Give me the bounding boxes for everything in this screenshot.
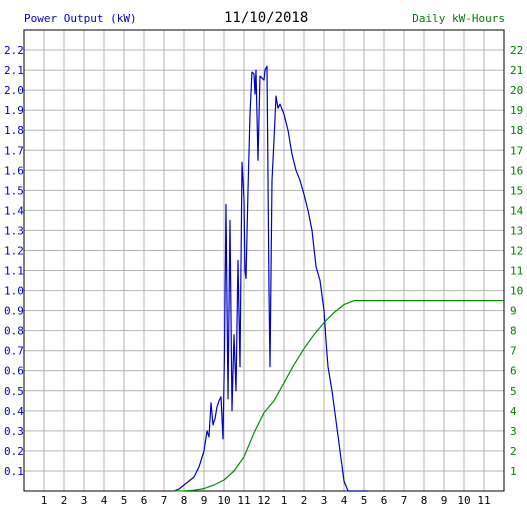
x-tick-label: 11: [237, 494, 250, 507]
x-tick-label: 5: [121, 494, 128, 507]
x-tick-label: 4: [341, 494, 348, 507]
x-tick-label: 7: [401, 494, 408, 507]
left-y-tick-label: 1.0: [4, 285, 24, 298]
x-tick-label: 1: [41, 494, 48, 507]
left-y-tick-label: 0.5: [4, 385, 24, 398]
left-y-tick-label: 0.1: [4, 465, 24, 478]
left-y-tick-label: 1.9: [4, 104, 24, 117]
plot-border: [23, 29, 505, 492]
x-tick-label: 8: [181, 494, 188, 507]
left-y-tick-label: 0.8: [4, 325, 24, 338]
x-tick-label: 2: [61, 494, 68, 507]
right-y-tick-label: 3: [510, 425, 517, 438]
left-y-tick-label: 1.5: [4, 184, 24, 197]
left-y-tick-label: 1.7: [4, 144, 24, 157]
right-axis-title: Daily kW-Hours: [412, 12, 505, 25]
left-y-tick-label: 1.4: [4, 204, 24, 217]
energy-series-line: [173, 300, 504, 492]
left-y-tick-label: 1.8: [4, 124, 24, 137]
right-y-tick-label: 18: [510, 124, 523, 137]
right-y-tick-label: 11: [510, 265, 523, 278]
x-tick-label: 10: [457, 494, 470, 507]
right-y-tick-label: 13: [510, 224, 523, 237]
left-y-tick-label: 0.2: [4, 445, 24, 458]
left-y-tick-label: 1.6: [4, 164, 24, 177]
right-y-tick-label: 8: [510, 325, 517, 338]
right-y-tick-label: 20: [510, 84, 523, 97]
right-y-tick-label: 9: [510, 305, 517, 318]
right-y-tick-label: 12: [510, 244, 523, 257]
left-y-tick-label: 2.0: [4, 84, 24, 97]
right-y-tick-label: 16: [510, 164, 523, 177]
x-tick-label: 6: [381, 494, 388, 507]
right-y-tick-label: 5: [510, 385, 517, 398]
x-tick-label: 8: [421, 494, 428, 507]
right-y-tick-label: 19: [510, 104, 523, 117]
x-tick-label: 4: [101, 494, 108, 507]
left-y-tick-label: 0.4: [4, 405, 24, 418]
x-tick-label: 11: [477, 494, 490, 507]
left-y-tick-label: 1.1: [4, 265, 24, 278]
right-y-tick-label: 6: [510, 365, 517, 378]
x-tick-label: 5: [361, 494, 368, 507]
x-tick-label: 1: [281, 494, 288, 507]
x-tick-label: 3: [321, 494, 328, 507]
left-axis-title: Power Output (kW): [24, 12, 137, 25]
chart-date-title: 11/10/2018: [224, 10, 309, 26]
x-tick-label: 9: [201, 494, 208, 507]
left-y-tick-label: 0.3: [4, 425, 24, 438]
left-y-tick-label: 0.9: [4, 305, 24, 318]
x-tick-label: 2: [301, 494, 308, 507]
right-y-tick-label: 2: [510, 445, 517, 458]
right-y-tick-label: 15: [510, 184, 523, 197]
right-y-tick-label: 1: [510, 465, 517, 478]
left-y-tick-label: 0.7: [4, 345, 24, 358]
x-tick-label: 7: [161, 494, 168, 507]
power-series-line: [173, 65, 368, 492]
left-y-tick-label: 1.3: [4, 224, 24, 237]
left-y-tick-label: 2.1: [4, 64, 24, 77]
right-y-tick-label: 10: [510, 285, 523, 298]
right-y-tick-label: 7: [510, 345, 517, 358]
left-y-tick-label: 1.2: [4, 244, 24, 257]
right-y-tick-label: 14: [510, 204, 524, 217]
left-y-tick-label: 2.2: [4, 44, 24, 57]
x-tick-label: 3: [81, 494, 88, 507]
x-tick-label: 6: [141, 494, 148, 507]
x-tick-label: 12: [257, 494, 270, 507]
right-y-tick-label: 22: [510, 44, 523, 57]
x-tick-label: 9: [441, 494, 448, 507]
left-y-tick-label: 0.6: [4, 365, 24, 378]
x-tick-label: 10: [217, 494, 230, 507]
right-y-tick-label: 17: [510, 144, 523, 157]
right-y-tick-label: 21: [510, 64, 523, 77]
right-y-tick-label: 4: [510, 405, 517, 418]
